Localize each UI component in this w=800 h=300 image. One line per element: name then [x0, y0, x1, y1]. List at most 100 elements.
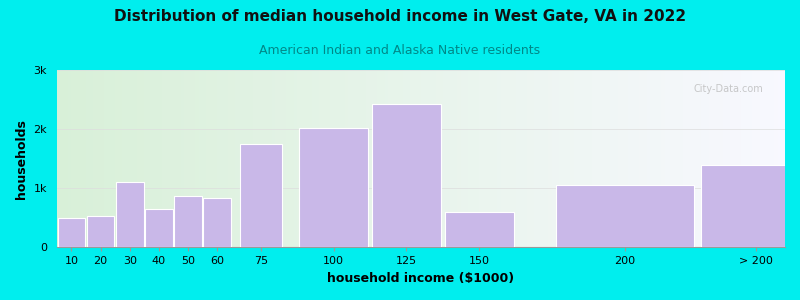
Bar — [730, 70, 734, 248]
Bar — [90, 70, 94, 248]
Bar — [202, 70, 206, 248]
Bar — [446, 70, 450, 248]
Bar — [359, 70, 362, 248]
Bar — [599, 70, 603, 248]
Bar — [312, 70, 315, 248]
Bar — [297, 70, 301, 248]
Bar — [501, 70, 505, 248]
Bar — [770, 70, 774, 248]
Bar — [512, 70, 516, 248]
Bar — [78, 70, 82, 248]
Bar — [445, 212, 514, 247]
Bar — [450, 70, 454, 248]
Bar — [589, 70, 592, 248]
Bar — [82, 70, 86, 248]
Bar — [108, 70, 111, 248]
Y-axis label: households: households — [15, 119, 28, 199]
Bar — [712, 70, 716, 248]
Bar — [370, 70, 374, 248]
Bar — [578, 70, 581, 248]
Bar — [709, 70, 712, 248]
Bar — [723, 70, 726, 248]
Bar — [475, 70, 479, 248]
Bar — [719, 70, 723, 248]
Bar — [228, 70, 232, 248]
Bar — [275, 70, 279, 248]
Bar — [137, 70, 141, 248]
Bar — [650, 70, 654, 248]
Bar — [418, 70, 421, 248]
Bar — [192, 70, 195, 248]
Bar — [265, 70, 268, 248]
Bar — [214, 70, 217, 248]
Bar — [101, 70, 104, 248]
Bar — [402, 70, 406, 248]
Bar — [745, 70, 749, 248]
Bar — [381, 70, 385, 248]
Bar — [199, 70, 202, 248]
Bar — [239, 70, 242, 248]
Bar — [559, 70, 563, 248]
Bar — [235, 70, 239, 248]
Bar — [435, 70, 439, 248]
Bar — [174, 70, 177, 248]
Bar — [319, 70, 322, 248]
Bar — [385, 70, 388, 248]
Bar — [442, 70, 446, 248]
Bar — [566, 70, 570, 248]
Bar — [734, 70, 738, 248]
Bar — [355, 70, 359, 248]
Bar — [250, 70, 254, 248]
Bar — [581, 70, 585, 248]
Bar — [217, 70, 221, 248]
Bar — [538, 70, 541, 248]
Text: American Indian and Alaska Native residents: American Indian and Alaska Native reside… — [259, 44, 541, 56]
Bar — [130, 70, 134, 248]
Bar — [195, 70, 199, 248]
Bar — [210, 70, 214, 248]
Bar — [246, 70, 250, 248]
Bar — [279, 70, 282, 248]
Bar — [698, 70, 702, 248]
X-axis label: household income ($1000): household income ($1000) — [327, 272, 514, 285]
Bar — [618, 70, 621, 248]
Bar — [134, 70, 137, 248]
Bar — [643, 70, 646, 248]
Bar — [603, 70, 606, 248]
Bar — [530, 70, 534, 248]
Bar — [388, 70, 392, 248]
Bar — [162, 70, 166, 248]
Bar — [759, 70, 763, 248]
Bar — [486, 70, 490, 248]
Bar — [75, 70, 78, 248]
Bar — [752, 70, 756, 248]
Bar — [177, 70, 181, 248]
Bar — [308, 70, 312, 248]
Bar — [257, 70, 261, 248]
Bar — [141, 70, 144, 248]
Bar — [268, 70, 272, 248]
Bar — [672, 70, 676, 248]
Bar — [301, 70, 305, 248]
Bar — [778, 70, 782, 248]
Bar — [348, 70, 352, 248]
Bar — [596, 70, 599, 248]
Bar — [221, 70, 224, 248]
Bar — [534, 70, 538, 248]
Bar — [71, 70, 75, 248]
Bar — [570, 70, 574, 248]
Bar — [410, 70, 414, 248]
Bar — [523, 70, 526, 248]
Bar — [686, 70, 690, 248]
Bar — [774, 70, 778, 248]
Bar — [585, 70, 589, 248]
Bar — [654, 70, 658, 248]
Bar — [188, 70, 192, 248]
Bar — [181, 70, 184, 248]
Text: City-Data.com: City-Data.com — [694, 84, 763, 94]
Bar — [432, 70, 435, 248]
Bar — [592, 70, 596, 248]
Bar — [305, 70, 308, 248]
Bar — [690, 70, 694, 248]
Bar — [392, 70, 395, 248]
